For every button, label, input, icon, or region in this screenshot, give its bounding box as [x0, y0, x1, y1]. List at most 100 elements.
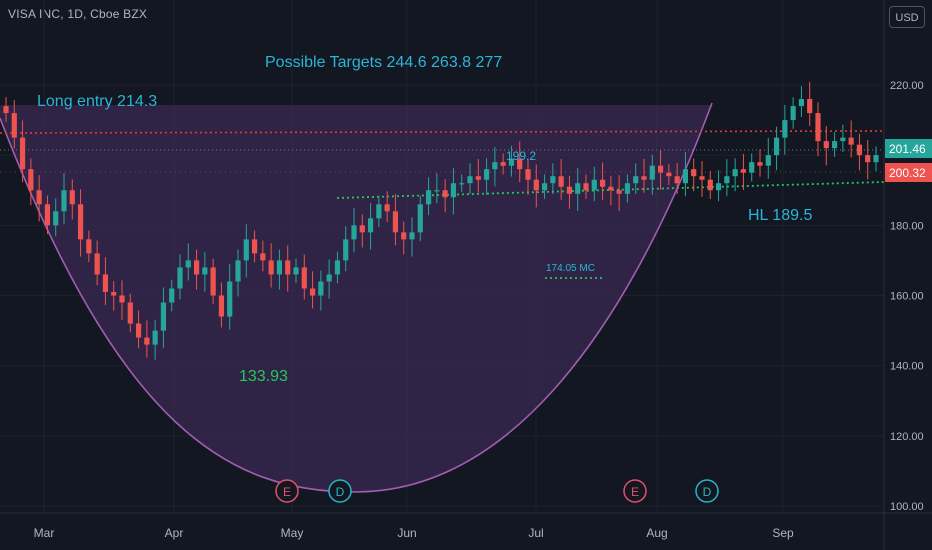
candle-body-18: [152, 330, 158, 345]
candle-body-100: [831, 141, 838, 149]
candle-body-35: [293, 267, 299, 275]
candle-body-93: [773, 137, 780, 156]
candle-body-37: [309, 288, 316, 296]
candle-body-77: [641, 176, 647, 180]
candle-body-55: [459, 183, 465, 185]
candle-body-89: [740, 169, 747, 173]
candle-body-83: [691, 169, 697, 177]
candle-body-91: [757, 162, 763, 166]
candle-body-71: [591, 179, 597, 191]
candle-body-39: [326, 274, 332, 282]
candle-body-12: [102, 274, 109, 292]
candle-body-81: [674, 176, 680, 184]
targets-text: Possible Targets 244.6 263.8 277: [265, 54, 502, 71]
candle-body-92: [765, 155, 771, 166]
cup-curve: [0, 102, 713, 493]
x-tick-1: Apr: [165, 526, 184, 540]
x-tick-6: Sep: [772, 526, 794, 540]
mc-text: 174.05 MC: [546, 263, 595, 274]
candle-body-17: [144, 337, 150, 345]
event-marker-2: [623, 479, 647, 503]
y-tick-4: 180.00: [890, 220, 924, 232]
candle-body-38: [318, 281, 324, 296]
hl-text: HL 189.5: [748, 207, 812, 224]
candle-body-85: [707, 179, 713, 191]
candle-body-80: [666, 172, 672, 177]
candle-body-14: [119, 295, 125, 303]
candle-body-20: [169, 288, 175, 303]
candle-body-52: [434, 190, 440, 192]
candle-body-22: [185, 260, 191, 268]
candle-body-105: [873, 155, 879, 163]
candle-body-65: [541, 183, 548, 191]
candle-body-70: [583, 183, 589, 191]
event-label-3: D: [703, 485, 712, 499]
candle-body-21: [177, 267, 183, 289]
x-tick-3: Jun: [397, 526, 416, 540]
event-marker-3: [695, 479, 719, 503]
candle-body-6: [53, 211, 59, 226]
candle-body-102: [848, 137, 854, 145]
candle-body-51: [425, 190, 432, 205]
candle-body-23: [193, 260, 200, 275]
x-tick-0: Mar: [34, 526, 55, 540]
x-tick-4: Jul: [528, 526, 543, 540]
candle-body-56: [467, 176, 473, 184]
candle-body-82: [682, 169, 689, 184]
candle-body-94: [782, 120, 788, 138]
candle-body-19: [160, 302, 167, 331]
candle-body-90: [749, 162, 755, 173]
candle-body-75: [624, 183, 631, 194]
y-tick-2: 140.00: [890, 361, 924, 373]
candle-body-61: [508, 158, 515, 166]
price-tag-bg-0: [885, 139, 932, 158]
candle-body-10: [86, 239, 92, 254]
candle-body-53: [442, 190, 448, 198]
y-tick-1: 120.00: [890, 431, 924, 443]
candle-body-78: [649, 165, 655, 180]
currency-button[interactable]: USD: [889, 6, 925, 28]
candle-body-36: [301, 267, 307, 289]
candles: [3, 81, 879, 360]
annotations: Possible Targets 244.6 263.8 277 Long ent…: [37, 54, 812, 385]
candle-body-101: [840, 137, 846, 142]
candle-body-15: [127, 302, 133, 324]
candle-body-26: [218, 295, 225, 317]
candle-body-86: [715, 183, 722, 191]
candle-body-13: [111, 291, 117, 296]
candle-body-8: [69, 190, 75, 205]
x-tick-5: Aug: [646, 526, 667, 540]
y-tick-0: 100.00: [890, 501, 924, 513]
event-label-0: E: [283, 485, 291, 499]
candle-body-76: [633, 176, 639, 184]
candle-body-42: [351, 225, 357, 240]
candle-body-41: [343, 239, 349, 261]
candle-body-34: [285, 260, 291, 275]
candle-body-88: [732, 169, 738, 177]
y-tick-3: 160.00: [890, 291, 924, 303]
price-tag-0: 201.46: [889, 142, 926, 156]
y-tick-6: 220.00: [890, 80, 924, 92]
candle-body-98: [815, 113, 821, 142]
candle-body-104: [865, 155, 871, 163]
candle-body-84: [699, 176, 705, 180]
candle-body-67: [558, 176, 564, 187]
price-tag-1: 200.32: [889, 166, 926, 180]
candle-body-43: [359, 225, 365, 233]
candle-body-1: [11, 113, 17, 138]
candle-body-44: [367, 218, 374, 233]
candle-body-9: [77, 204, 84, 240]
candle-body-50: [417, 204, 423, 233]
candle-body-66: [550, 176, 556, 184]
candle-body-0: [3, 106, 9, 114]
candle-body-95: [790, 106, 796, 121]
candle-body-59: [492, 162, 498, 170]
candle-body-30: [251, 239, 258, 254]
candle-body-24: [202, 267, 208, 275]
candle-body-40: [334, 260, 341, 275]
candle-body-33: [276, 260, 283, 275]
candle-body-2: [19, 137, 26, 170]
event-label-1: D: [336, 485, 345, 499]
